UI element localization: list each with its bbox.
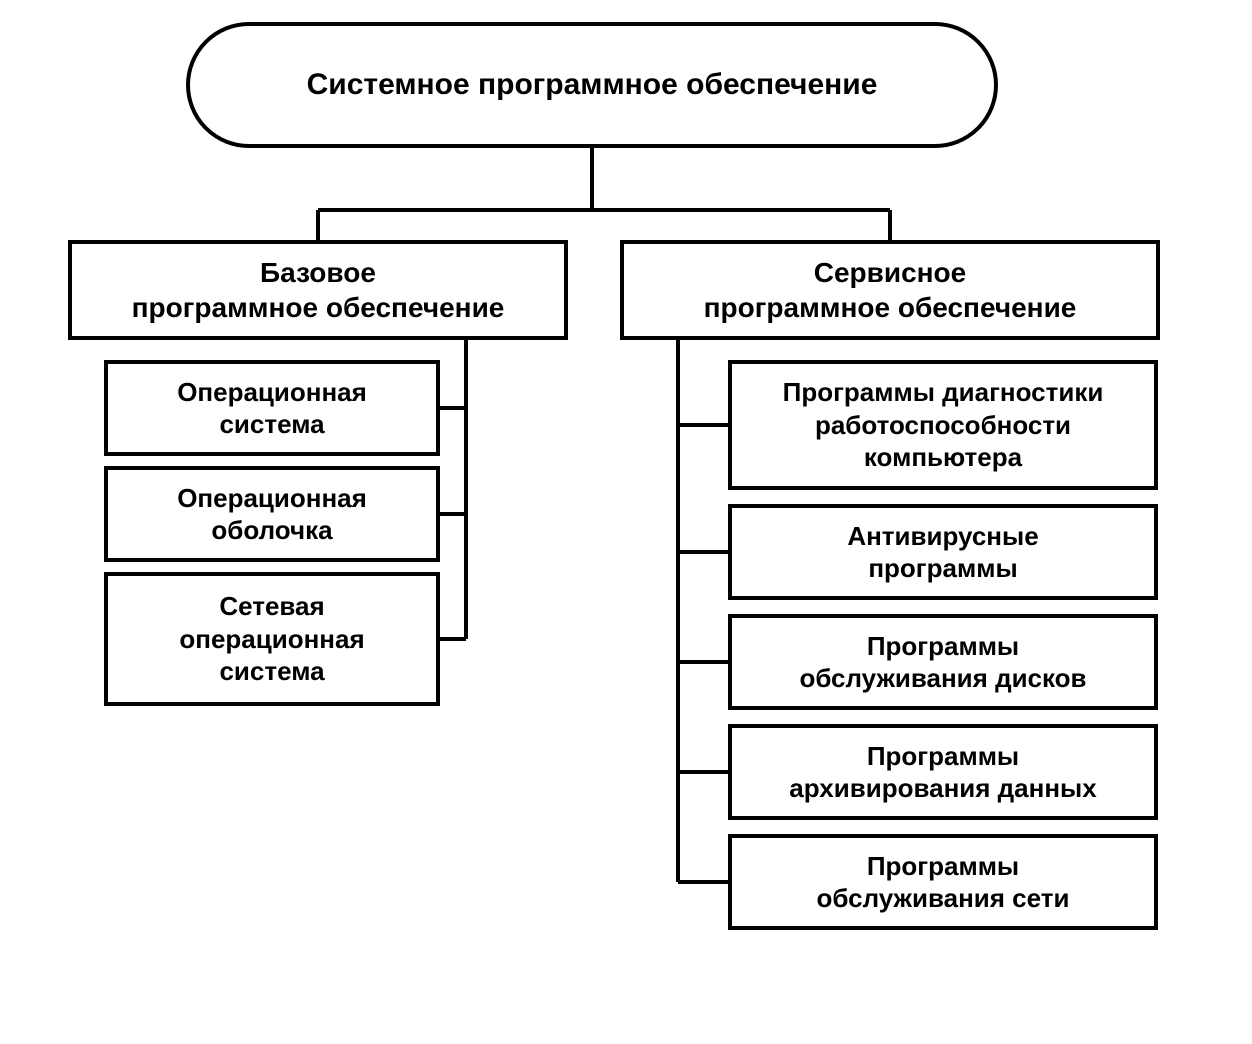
item-service-1-label: Антивирусные программы bbox=[837, 520, 1048, 585]
root-node-label: Системное программное обеспечение bbox=[297, 66, 888, 104]
item-service-3-label: Программы архивирования данных bbox=[779, 740, 1106, 805]
item-service-1: Антивирусные программы bbox=[728, 504, 1158, 600]
item-service-3: Программы архивирования данных bbox=[728, 724, 1158, 820]
branch-base-label: Базовое программное обеспечение bbox=[122, 255, 515, 325]
item-base-0-label: Операционная система bbox=[167, 376, 377, 441]
branch-service: Сервисное программное обеспечение bbox=[620, 240, 1160, 340]
item-service-2-label: Программы обслуживания дисков bbox=[789, 630, 1096, 695]
system-software-diagram: Системное программное обеспечение Базовое… bbox=[0, 0, 1252, 1044]
item-base-1: Операционная оболочка bbox=[104, 466, 440, 562]
item-base-1-label: Операционная оболочка bbox=[167, 482, 377, 547]
item-service-2: Программы обслуживания дисков bbox=[728, 614, 1158, 710]
branch-base: Базовое программное обеспечение bbox=[68, 240, 568, 340]
item-service-4: Программы обслуживания сети bbox=[728, 834, 1158, 930]
branch-service-label: Сервисное программное обеспечение bbox=[694, 255, 1087, 325]
item-service-0: Программы диагностики работоспособности … bbox=[728, 360, 1158, 490]
item-base-2: Сетевая операционная система bbox=[104, 572, 440, 706]
item-service-4-label: Программы обслуживания сети bbox=[807, 850, 1080, 915]
root-node: Системное программное обеспечение bbox=[186, 22, 998, 148]
item-service-0-label: Программы диагностики работоспособности … bbox=[773, 376, 1114, 474]
item-base-0: Операционная система bbox=[104, 360, 440, 456]
item-base-2-label: Сетевая операционная система bbox=[169, 590, 374, 688]
